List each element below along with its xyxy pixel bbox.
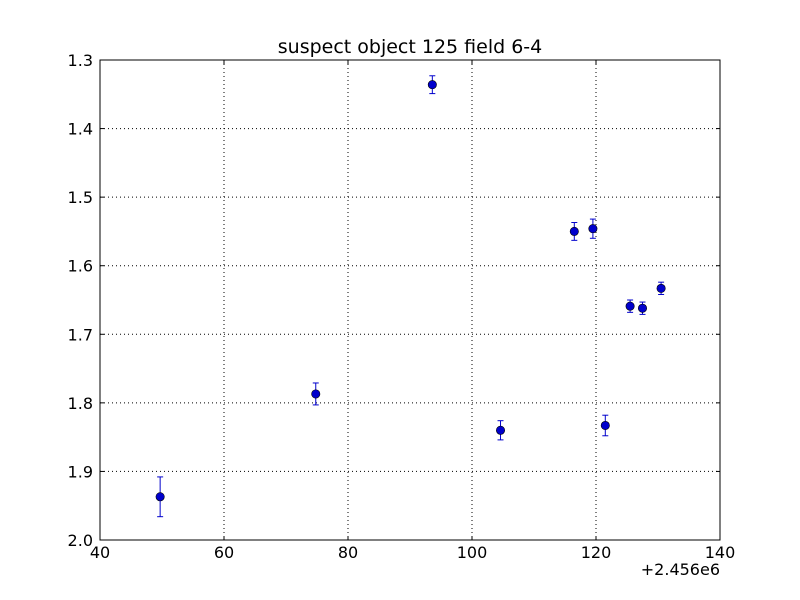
- x-tick-label: 140: [705, 543, 736, 562]
- x-tick-label: 80: [338, 543, 358, 562]
- data-point: [637, 303, 647, 313]
- data-point: [656, 283, 666, 293]
- y-tick-label: 1.9: [68, 462, 93, 481]
- grid-lines: [100, 60, 720, 540]
- y-tick-label: 1.8: [68, 394, 93, 413]
- y-tick-label: 1.6: [68, 257, 93, 276]
- y-tick-label: 1.7: [68, 325, 93, 344]
- data-point: [569, 226, 579, 236]
- x-tick-label: 120: [581, 543, 612, 562]
- data-point: [588, 224, 598, 234]
- x-tick-label: 60: [214, 543, 234, 562]
- chart-title: suspect object 125 field 6-4: [278, 36, 543, 58]
- data-point: [427, 80, 437, 90]
- x-offset-label: +2.456e6: [641, 560, 720, 579]
- data-point: [155, 492, 165, 502]
- x-tick-label: 100: [457, 543, 488, 562]
- data-point: [625, 301, 635, 311]
- y-tick-label: 1.5: [68, 188, 93, 207]
- y-tick-label: 1.4: [68, 120, 93, 139]
- plot-frame: [99, 59, 721, 541]
- axis-ticks: 40 60 80 100 120 140 1.3 1.4 1.5 1.6 1.7 1.8 1.9 2.0: [68, 51, 736, 562]
- x-tick-label: 40: [90, 543, 110, 562]
- data-point: [600, 420, 610, 430]
- data-point: [496, 425, 506, 435]
- data-points: [155, 75, 666, 518]
- data-point: [311, 389, 321, 399]
- y-tick-label: 2.0: [68, 531, 93, 550]
- y-tick-label: 1.3: [68, 51, 93, 70]
